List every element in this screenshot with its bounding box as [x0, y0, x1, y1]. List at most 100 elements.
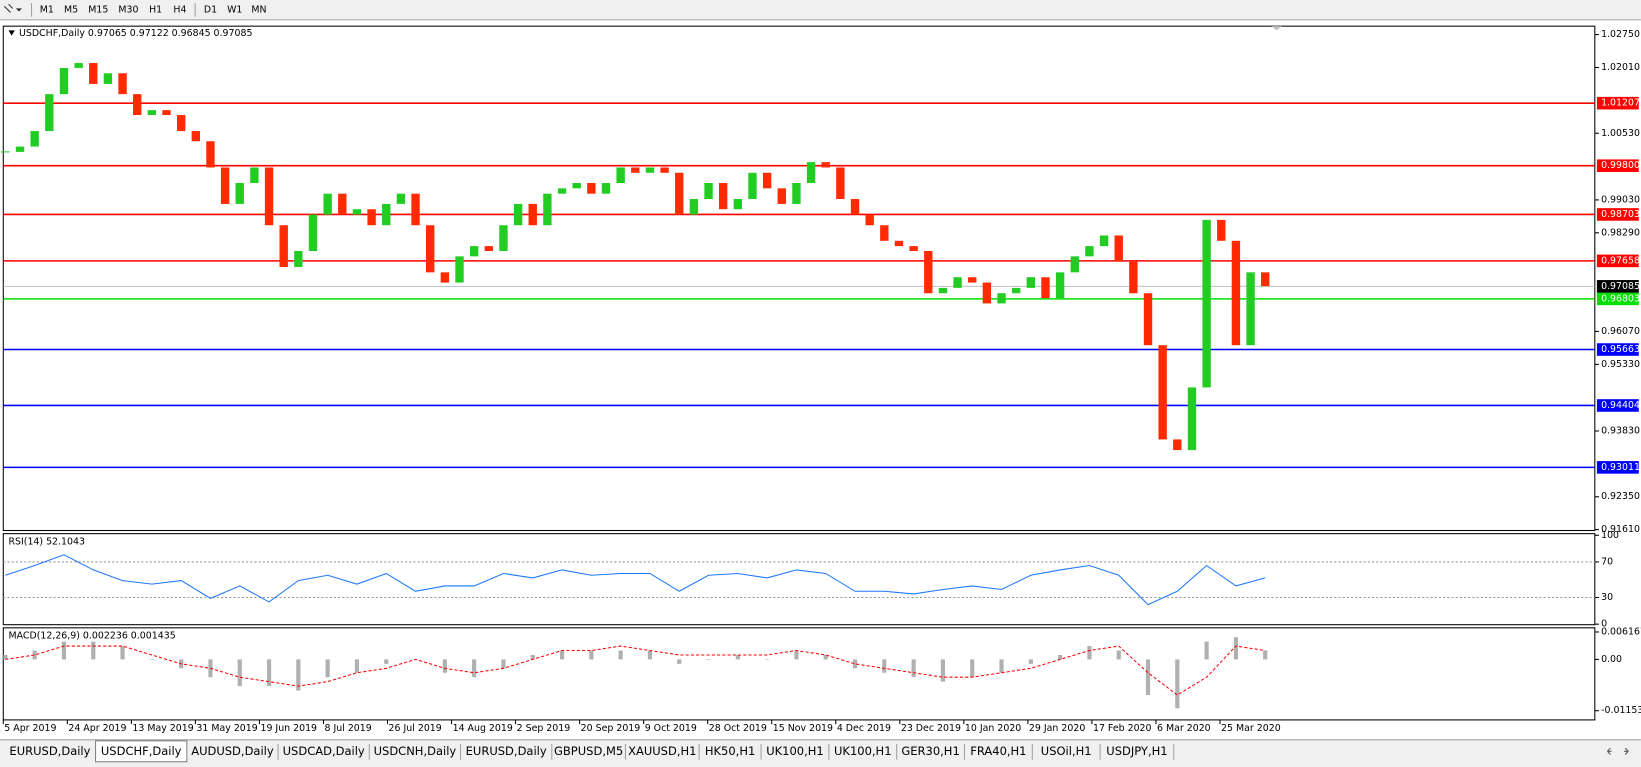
timeframe-button[interactable]: H4: [173, 4, 186, 15]
candle: [953, 277, 962, 288]
candle: [484, 246, 493, 252]
timeframe-button[interactable]: MN: [251, 4, 266, 15]
candle: [660, 167, 669, 173]
macd-bar: [149, 659, 154, 660]
timeframe-button[interactable]: W1: [227, 4, 242, 15]
level-label: 0.95663: [1601, 344, 1640, 355]
candle: [1173, 439, 1182, 451]
chart-tab[interactable]: FRA40,H1: [970, 744, 1026, 758]
macd-bar: [882, 659, 887, 673]
macd-bar: [677, 659, 682, 664]
candle: [645, 167, 655, 173]
candle: [45, 94, 54, 132]
candle: [74, 63, 83, 68]
chart-tab[interactable]: USDCNH,Daily: [374, 744, 457, 758]
candle: [806, 162, 816, 184]
chart-tab[interactable]: EURUSD,Daily: [466, 744, 547, 758]
candle: [557, 188, 567, 194]
x-tick-label: 6 Mar 2020: [1157, 723, 1211, 734]
candle: [220, 167, 230, 204]
candle: [15, 146, 25, 152]
candle: [1143, 293, 1153, 346]
chart-tab[interactable]: EURUSD,Daily: [9, 744, 90, 758]
chart-tab[interactable]: GER30,H1: [901, 744, 959, 758]
macd-panel: [2, 627, 1596, 721]
y-tick-label: 0: [1601, 619, 1607, 630]
chart-tab[interactable]: GBPUSD,M5: [554, 744, 623, 758]
y-tick-label: 1.02010: [1601, 62, 1640, 73]
x-tick-label: 15 Nov 2019: [773, 723, 833, 734]
cursor-icon[interactable]: [3, 3, 14, 13]
y-tick-label: 0.96070: [1601, 326, 1640, 337]
y-tick-label: 0.006167: [1601, 626, 1641, 637]
macd-bar: [559, 650, 565, 660]
level-label-bg: [1596, 254, 1639, 268]
y-tick-label: -0.011531: [1601, 705, 1641, 716]
candle: [616, 167, 625, 184]
main-panel: [2, 25, 1596, 532]
y-tick-label: 70: [1601, 556, 1613, 567]
candle: [235, 183, 244, 204]
level-label: 0.97658: [1601, 255, 1640, 266]
chart-title: USDCHF,Daily 0.97065 0.97122 0.96845 0.9…: [19, 28, 253, 39]
y-tick-label: 30: [1601, 592, 1613, 603]
macd-bar: [384, 659, 389, 664]
shift-marker: [1271, 26, 1282, 31]
candle: [59, 67, 69, 95]
chart-tab[interactable]: AUDUSD,Daily: [191, 744, 274, 758]
candle: [938, 287, 948, 294]
timeframe-button[interactable]: M5: [64, 4, 78, 15]
x-tick-label: 2 Sep 2019: [517, 723, 571, 734]
candle: [411, 193, 420, 226]
candle: [308, 214, 318, 252]
timeframe-button[interactable]: D1: [204, 4, 217, 15]
macd-bar: [1058, 654, 1063, 660]
chart-tab[interactable]: USDCAD,Daily: [283, 744, 365, 758]
x-tick-label: 9 Oct 2019: [645, 723, 697, 734]
dropdown-icon[interactable]: [15, 8, 23, 12]
rsi-line: [5, 554, 1266, 606]
x-tick-label: 13 May 2019: [132, 723, 193, 734]
candle: [1011, 287, 1021, 294]
x-tick-label: 20 Sep 2019: [581, 723, 641, 734]
candle: [997, 293, 1006, 304]
macd-bar: [589, 650, 594, 660]
candle: [792, 183, 801, 204]
level-label: 1.01207: [1601, 98, 1640, 109]
timeframe-button[interactable]: M15: [88, 4, 108, 15]
candle: [865, 214, 874, 226]
level-label-bg: [1596, 343, 1639, 356]
x-tick-label: 14 Aug 2019: [453, 723, 513, 734]
candle: [572, 183, 581, 189]
timeframe-button[interactable]: M1: [40, 4, 54, 15]
candle: [528, 203, 537, 226]
y-tick-label: 0.98290: [1601, 227, 1640, 238]
candle: [836, 167, 845, 200]
macd-bar: [1204, 641, 1209, 660]
candle: [777, 188, 786, 204]
level-label-bg: [1596, 292, 1639, 306]
candle: [1070, 256, 1079, 273]
macd-bar: [1087, 646, 1092, 660]
candle: [909, 246, 918, 252]
candle: [1217, 219, 1226, 241]
macd-bar: [911, 659, 916, 678]
macd-bar: [237, 659, 242, 687]
tab-scroll[interactable]: [1607, 747, 1629, 755]
timeframe-button[interactable]: M30: [118, 4, 138, 15]
chart-tab[interactable]: XAUUSD,H1: [628, 744, 696, 758]
x-tick-label: 24 Apr 2019: [68, 723, 126, 734]
chart-tab[interactable]: USOil,H1: [1041, 744, 1092, 758]
timeframe-button[interactable]: H1: [149, 4, 162, 15]
candle: [206, 141, 215, 168]
x-tick-label: 31 May 2019: [196, 723, 257, 734]
chart-tab[interactable]: UK100,H1: [834, 744, 892, 758]
candle: [455, 256, 464, 283]
macd-bar: [823, 654, 828, 660]
rsi-panel: [2, 533, 1596, 626]
chart-tab[interactable]: UK100,H1: [766, 744, 824, 758]
chart-tab[interactable]: USDCHF,Daily: [101, 744, 182, 758]
chart-tab[interactable]: USDJPY,H1: [1106, 744, 1167, 758]
chart-tab[interactable]: HK50,H1: [705, 744, 755, 758]
